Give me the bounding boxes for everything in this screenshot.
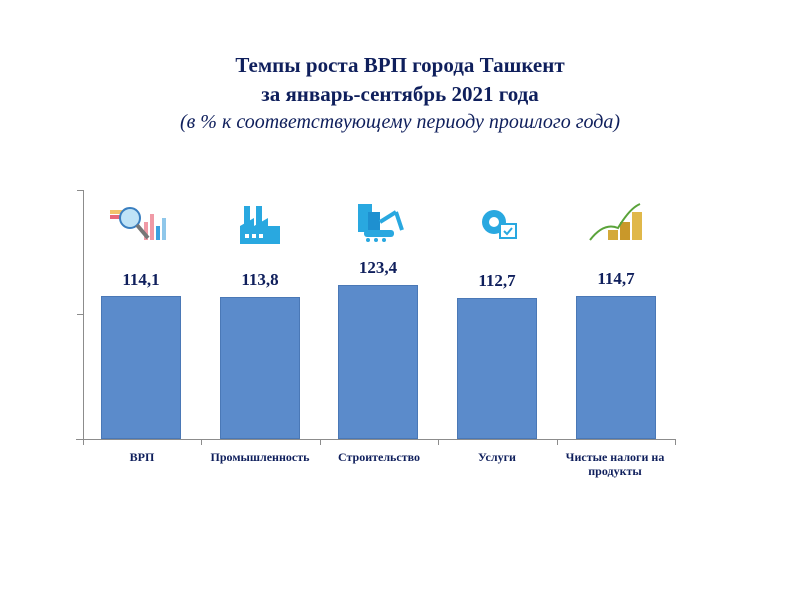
x-tick <box>438 439 439 445</box>
bar-value-label: 114,1 <box>122 270 160 289</box>
bar-value-label: 114,7 <box>597 269 635 288</box>
category-label: Услуги <box>478 450 516 464</box>
coins-growth-icon <box>589 203 642 241</box>
chart-subtitle: (в % к соответствующему периоду прошлого… <box>179 111 621 133</box>
x-tick <box>557 439 558 445</box>
bar-value-label: 123,4 <box>358 258 398 277</box>
bar-value-label: 112,7 <box>478 271 516 290</box>
x-axis <box>76 439 676 440</box>
x-tick <box>83 439 84 445</box>
category-label: Чистые налоги на продукты <box>565 450 665 478</box>
services-gear-icon <box>482 210 517 239</box>
y-tick <box>77 190 83 191</box>
category-label: ВРП <box>129 450 155 464</box>
bar-services <box>457 298 537 439</box>
category-label: Строительство <box>337 450 421 464</box>
bar-vrp <box>101 296 181 439</box>
bar-industry <box>220 297 300 439</box>
factory-icon <box>240 206 280 244</box>
construction-excavator-icon <box>358 204 404 242</box>
bar-net-taxes <box>576 296 656 439</box>
bar-value-label: 113,8 <box>241 270 279 289</box>
y-axis <box>83 190 84 440</box>
x-tick <box>675 439 676 445</box>
y-tick <box>77 314 83 315</box>
analytics-magnifier-icon <box>110 207 166 240</box>
x-tick <box>201 439 202 445</box>
chart-title-period: за январь-сентябрь 2021 года <box>261 82 539 106</box>
x-tick <box>320 439 321 445</box>
bar-construction <box>338 285 418 439</box>
category-label: Промышленность <box>210 450 310 464</box>
chart-title: Темпы роста ВРП города Ташкент <box>235 53 565 77</box>
